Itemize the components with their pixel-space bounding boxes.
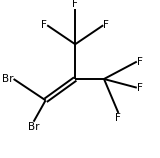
Text: F: F	[72, 0, 78, 9]
Text: F: F	[103, 20, 109, 30]
Text: F: F	[41, 20, 47, 30]
Text: F: F	[116, 113, 121, 123]
Text: F: F	[137, 57, 143, 67]
Text: F: F	[137, 83, 143, 93]
Text: Br: Br	[28, 122, 39, 132]
Text: Br: Br	[2, 74, 14, 84]
